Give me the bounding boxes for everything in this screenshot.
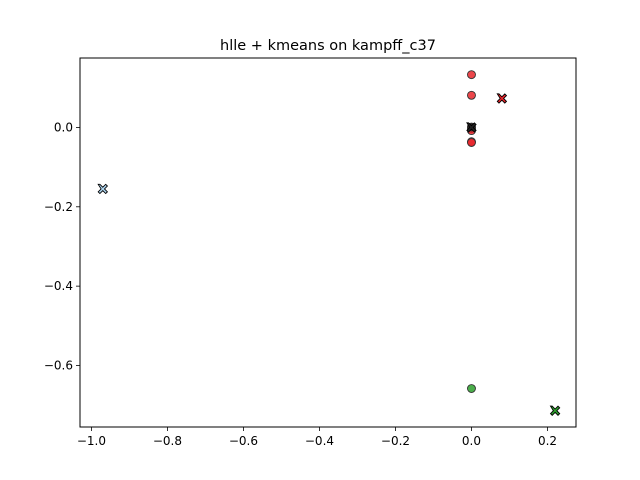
x-tick-label: −0.4 xyxy=(305,434,334,448)
y-tick-label: 0.0 xyxy=(54,120,73,134)
x-tick-label: −0.2 xyxy=(381,434,410,448)
centroid-marker xyxy=(549,405,561,416)
x-tick-label: −1.0 xyxy=(77,434,106,448)
x-tick-label: −0.8 xyxy=(153,434,182,448)
y-tick-label: −0.2 xyxy=(44,200,73,214)
data-point xyxy=(467,90,476,100)
y-tick-label: −0.6 xyxy=(44,359,73,373)
y-axis: 0.0 −0.2 −0.4 −0.6 xyxy=(44,120,80,373)
y-tick-label: −0.4 xyxy=(44,279,73,293)
plot-area xyxy=(79,57,577,428)
centroid-marker xyxy=(496,93,508,104)
centroid-marker xyxy=(97,183,109,195)
x-axis: −1.0 −0.8 −0.6 −0.4 −0.2 0.0 0.2 xyxy=(77,427,557,448)
data-point xyxy=(467,138,476,147)
x-tick-label: 0.2 xyxy=(538,434,557,448)
data-point xyxy=(467,384,476,393)
centroid-marker xyxy=(466,122,477,133)
centroid-markers xyxy=(97,93,561,416)
x-tick-label: 0.0 xyxy=(462,434,481,448)
x-tick-label: −0.6 xyxy=(229,434,258,448)
data-point xyxy=(467,70,476,80)
chart-title: hlle + kmeans on kampff_c37 xyxy=(220,38,436,54)
